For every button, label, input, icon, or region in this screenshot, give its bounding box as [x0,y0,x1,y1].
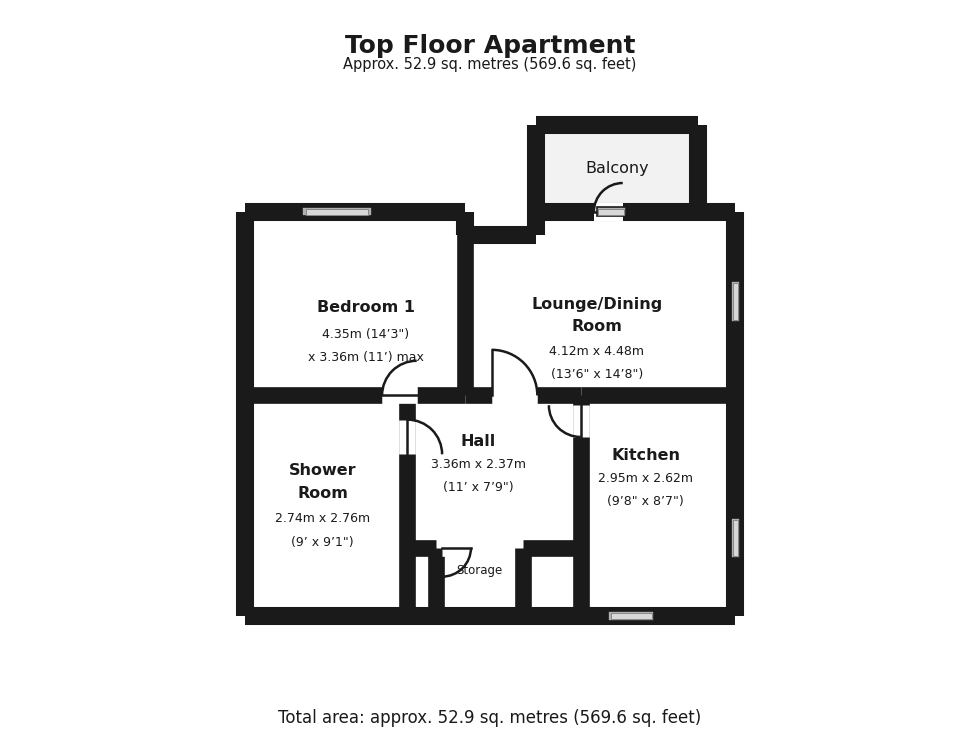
Text: Balcony: Balcony [585,161,649,176]
Text: Shower: Shower [289,463,357,478]
Bar [731,517,740,558]
Text: Storage: Storage [457,564,503,578]
Text: (9’ x 9’1"): (9’ x 9’1") [291,535,354,548]
Text: Room: Room [297,486,348,501]
Text: 4.12m x 4.48m: 4.12m x 4.48m [549,345,644,358]
Bar [597,207,625,216]
Bar [598,209,624,215]
Bar [536,131,698,212]
Bar [732,520,738,556]
Text: (9’8" x 8’7"): (9’8" x 8’7") [608,495,684,508]
Text: x 3.36m (11’) max: x 3.36m (11’) max [308,351,423,363]
Bar [255,396,408,605]
Bar [408,396,552,547]
Bar [466,224,725,396]
Bar [731,281,740,321]
Text: 4.35m (14’3"): 4.35m (14’3") [322,327,410,341]
Text: Hall: Hall [461,433,496,448]
Text: Room: Room [571,318,622,333]
Text: Lounge/Dining: Lounge/Dining [531,297,662,312]
Text: 3.36m x 2.37m: 3.36m x 2.37m [431,457,526,471]
Text: Total area: approx. 52.9 sq. metres (569.6 sq. feet): Total area: approx. 52.9 sq. metres (569… [278,709,702,727]
Text: Top Floor Apartment: Top Floor Apartment [345,34,635,58]
Text: 2.95m x 2.62m: 2.95m x 2.62m [599,472,693,485]
Text: Bedroom 1: Bedroom 1 [317,300,415,315]
Text: Approx. 52.9 sq. metres (569.6 sq. feet): Approx. 52.9 sq. metres (569.6 sq. feet) [343,57,637,72]
Bar [436,547,523,605]
Bar [306,209,368,215]
Bar [732,283,738,319]
Text: 2.74m x 2.76m: 2.74m x 2.76m [275,512,370,526]
Bar [255,224,466,396]
Bar [580,396,725,605]
Bar [609,611,655,620]
Text: Kitchen: Kitchen [612,448,680,463]
Bar [303,207,371,216]
Text: (11’ x 7’9"): (11’ x 7’9") [443,481,514,493]
Text: (13’6" x 14’8"): (13’6" x 14’8") [551,368,643,382]
Bar [611,613,652,619]
